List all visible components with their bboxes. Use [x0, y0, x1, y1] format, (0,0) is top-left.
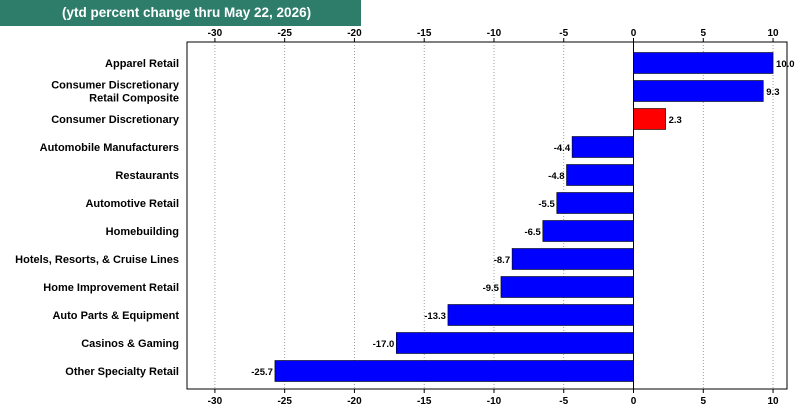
- bar-value-label: 10.0: [776, 59, 795, 70]
- category-label: Apparel Retail: [105, 58, 179, 70]
- bar: [396, 332, 634, 354]
- x-tick-label-bottom: 0: [631, 396, 637, 407]
- x-tick-label-top: -25: [277, 28, 292, 39]
- x-tick-label-top: 5: [700, 28, 706, 39]
- x-tick-label-top: -5: [559, 28, 568, 39]
- bar-value-label: -25.7: [251, 367, 273, 378]
- x-tick-label-bottom: -5: [559, 396, 568, 407]
- bar: [571, 136, 634, 158]
- chart-title: (ytd percent change thru May 22, 2026): [0, 0, 361, 26]
- bar-value-label: -4.4: [554, 143, 571, 154]
- bar-value-label: 2.3: [669, 115, 682, 126]
- bar-value-label: -5.5: [538, 199, 555, 210]
- bar: [633, 80, 764, 102]
- x-tick-label-top: 0: [631, 28, 637, 39]
- x-tick-label-top: -10: [487, 28, 502, 39]
- bar-value-label: -17.0: [373, 339, 395, 350]
- bar: [542, 220, 634, 242]
- bar: [633, 52, 774, 74]
- bar-value-label: -6.5: [524, 227, 541, 238]
- x-tick-label-bottom: 5: [700, 396, 706, 407]
- bar-value-label: 9.3: [766, 87, 779, 98]
- bar: [556, 192, 634, 214]
- bar: [633, 108, 666, 130]
- category-label: Homebuilding: [106, 226, 179, 238]
- x-tick-label-bottom: -30: [208, 396, 223, 407]
- bar: [447, 304, 634, 326]
- category-label: Automobile Manufacturers: [40, 142, 179, 154]
- bar: [500, 276, 634, 298]
- category-label: Other Specialty Retail: [65, 366, 179, 378]
- bar-value-label: -13.3: [424, 311, 446, 322]
- bar: [566, 164, 634, 186]
- x-tick-label-bottom: -15: [417, 396, 432, 407]
- x-tick-label-top: -20: [347, 28, 362, 39]
- category-label: Casinos & Gaming: [81, 338, 179, 350]
- category-label: Consumer Discretionary: [51, 80, 180, 92]
- x-tick-label-bottom: -20: [347, 396, 362, 407]
- bar-value-label: -9.5: [483, 283, 500, 294]
- category-label: Home Improvement Retail: [43, 282, 179, 294]
- category-label: Automotive Retail: [85, 198, 179, 210]
- category-label: Retail Composite: [89, 93, 179, 105]
- category-label: Auto Parts & Equipment: [52, 310, 179, 322]
- x-tick-label-top: -15: [417, 28, 432, 39]
- x-tick-label-top: -30: [208, 28, 223, 39]
- bar: [274, 360, 634, 382]
- bar-value-label: -4.8: [548, 171, 564, 182]
- category-label: Consumer Discretionary: [51, 114, 180, 126]
- x-tick-label-bottom: 10: [767, 396, 779, 407]
- category-label: Hotels, Resorts, & Cruise Lines: [15, 254, 179, 266]
- category-label: Restaurants: [115, 170, 179, 182]
- x-tick-label-top: 10: [767, 28, 779, 39]
- x-tick-label-bottom: -10: [487, 396, 502, 407]
- x-tick-label-bottom: -25: [277, 396, 292, 407]
- bar: [511, 248, 634, 270]
- bar-value-label: -8.7: [494, 255, 510, 266]
